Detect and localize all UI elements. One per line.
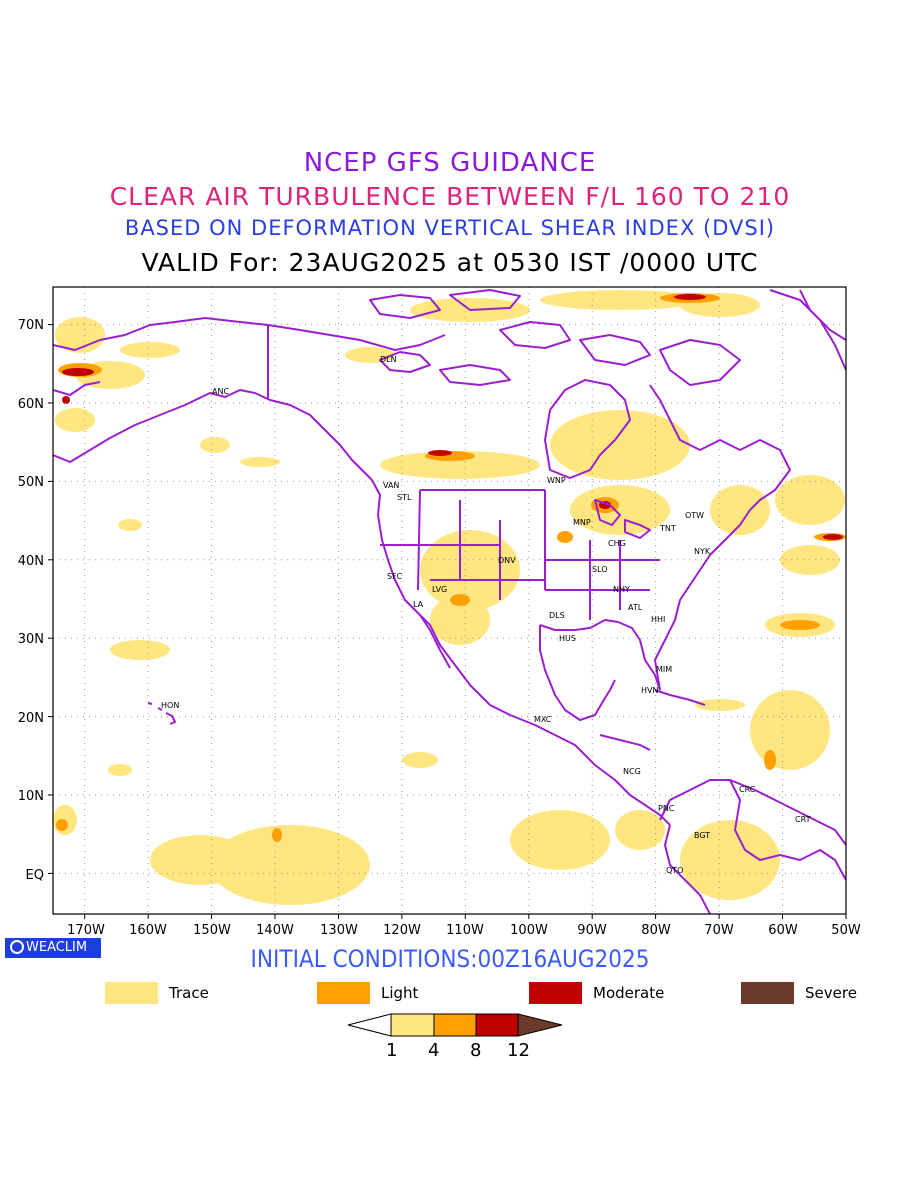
lat-label: 60N: [18, 397, 44, 412]
colorbar-cell: [433, 1013, 477, 1037]
city-label: QTO: [666, 866, 683, 875]
city-label: SFC: [387, 572, 403, 581]
legend-label: Light: [381, 984, 419, 1002]
colorbar-tick: 8: [470, 1040, 482, 1061]
city-label: MXC: [534, 715, 552, 724]
logo-text: WEACLIM: [26, 940, 88, 955]
lon-label: 50W: [831, 923, 861, 938]
city-label: STL: [397, 493, 412, 502]
city-label: SLO: [592, 565, 608, 574]
legend-swatch: [317, 982, 370, 1004]
city-label: LVG: [432, 585, 447, 594]
lon-label: 120W: [383, 923, 421, 938]
city-label: ANC: [212, 387, 229, 396]
title-line-3: BASED ON DEFORMATION VERTICAL SHEAR INDE…: [124, 216, 776, 240]
lon-label: 130W: [320, 923, 358, 938]
colorbar-cell: [347, 1013, 392, 1037]
lon-label: 100W: [510, 923, 548, 938]
city-label: HON: [161, 701, 179, 710]
city-label: CRT: [795, 815, 811, 824]
city-label: PNC: [658, 804, 675, 813]
city-label: ATL: [628, 603, 643, 612]
coastlines: [53, 289, 846, 914]
city-label: MIM: [656, 665, 672, 674]
city-label: DNV: [498, 556, 516, 565]
legend-label: Moderate: [593, 984, 665, 1002]
city-label: CHG: [608, 539, 626, 548]
city-label: WNP: [547, 476, 566, 485]
colorbar-cell: [390, 1013, 435, 1037]
city-label: VAN: [383, 481, 399, 490]
city-label: DLS: [549, 611, 565, 620]
city-label: CRC: [739, 785, 756, 794]
city-label: MNP: [573, 518, 591, 527]
lat-label: EQ: [26, 868, 44, 883]
legend-label: Severe: [805, 984, 857, 1002]
legend-swatch: [529, 982, 582, 1004]
lon-label: 90W: [577, 923, 607, 938]
city-label: NCG: [623, 767, 641, 776]
valid-time: VALID For: 23AUG2025 at 0530 IST /0000 U…: [141, 248, 759, 277]
colorbar-cell: [517, 1013, 563, 1037]
lat-label: 40N: [18, 554, 44, 569]
colorbar: [347, 1013, 563, 1037]
city-label: LA: [413, 600, 424, 609]
lon-label: 140W: [256, 923, 294, 938]
lon-label: 80W: [641, 923, 671, 938]
city-label: TNT: [659, 524, 676, 533]
city-label: NYK: [694, 547, 711, 556]
legend-swatch: [105, 982, 158, 1004]
title-line-1: NCEP GFS GUIDANCE: [303, 148, 597, 178]
map-frame: [52, 286, 847, 915]
lon-label: 70W: [704, 923, 734, 938]
lat-label: 70N: [18, 318, 44, 333]
legend-label: Trace: [169, 984, 209, 1002]
city-label: HVN: [641, 686, 658, 695]
city-label: OTW: [685, 511, 704, 520]
weaclim-logo: WEACLIM: [5, 938, 101, 958]
lon-label: 110W: [446, 923, 484, 938]
city-label: DLN: [380, 355, 397, 364]
lon-label: 160W: [129, 923, 167, 938]
initial-conditions: INITIAL CONDITIONS:00Z16AUG2025: [250, 945, 650, 973]
lat-label: 30N: [18, 632, 44, 647]
lat-label: 20N: [18, 711, 44, 726]
lon-label: 150W: [193, 923, 231, 938]
city-label: HHI: [651, 615, 665, 624]
lat-label: 50N: [18, 475, 44, 490]
lat-label: 10N: [18, 789, 44, 804]
city-label: BGT: [694, 831, 710, 840]
graticule: [53, 287, 846, 914]
lon-label: 170W: [67, 923, 105, 938]
colorbar-tick: 12: [507, 1040, 530, 1061]
city-label: HUS: [559, 634, 576, 643]
title-line-2: CLEAR AIR TURBULENCE BETWEEN F/L 160 TO …: [109, 182, 791, 211]
colorbar-tick: 1: [386, 1040, 398, 1061]
tick-marks: [48, 324, 847, 919]
city-label: NHY: [613, 585, 630, 594]
map-layer: [53, 287, 846, 914]
legend-swatch: [741, 982, 794, 1004]
colorbar-tick: 4: [428, 1040, 440, 1061]
colorbar-cell: [475, 1013, 519, 1037]
logo-ring-icon: [10, 940, 24, 954]
lon-label: 60W: [768, 923, 798, 938]
